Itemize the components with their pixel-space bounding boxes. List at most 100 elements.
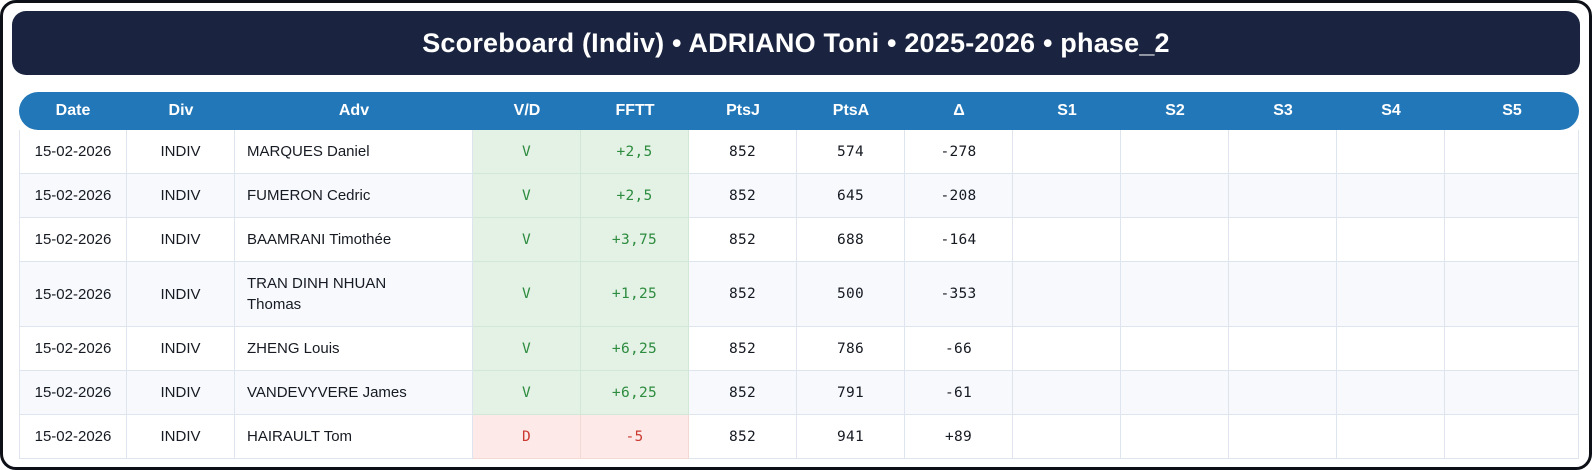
cell-delta: -66 <box>905 327 1013 371</box>
cell-adv: TRAN DINH NHUAN Thomas <box>235 262 473 327</box>
cell-adv: FUMERON Cedric <box>235 174 473 218</box>
cell-s4 <box>1337 174 1445 218</box>
cell-vd: V <box>473 262 581 327</box>
opponent-name: FUMERON Cedric <box>247 187 371 204</box>
table-row: 15-02-2026 INDIV BAAMRANI Timothée V +3,75 85… <box>19 218 1579 262</box>
cell-date: 15-02-2026 <box>19 327 127 371</box>
cell-ptsa: 500 <box>797 262 905 327</box>
cell-s3 <box>1229 174 1337 218</box>
cell-ptsj: 852 <box>689 130 797 174</box>
opponent-name: VANDEVYVERE James <box>247 384 407 401</box>
column-header-s3: S3 <box>1229 92 1337 130</box>
cell-ptsj: 852 <box>689 218 797 262</box>
cell-div: INDIV <box>127 371 235 415</box>
cell-fftt: +2,5 <box>581 174 689 218</box>
cell-s5 <box>1445 371 1579 415</box>
cell-s5 <box>1445 262 1579 327</box>
cell-adv: HAIRAULT Tom <box>235 415 473 459</box>
cell-fftt: +1,25 <box>581 262 689 327</box>
cell-fftt: +6,25 <box>581 327 689 371</box>
opponent-name: HAIRAULT Tom <box>247 428 353 445</box>
cell-s2 <box>1121 415 1229 459</box>
column-header-fftt: FFTT <box>581 92 689 130</box>
cell-s4 <box>1337 371 1445 415</box>
cell-fftt: +2,5 <box>581 130 689 174</box>
table-body: 15-02-2026 INDIV MARQUES Daniel V +2,5 852 574… <box>19 130 1579 459</box>
table-row: 15-02-2026 INDIV ZHENG Louis V +6,25 852 786 -6… <box>19 327 1579 371</box>
cell-ptsj: 852 <box>689 415 797 459</box>
cell-fftt: +3,75 <box>581 218 689 262</box>
cell-s1 <box>1013 262 1121 327</box>
cell-s1 <box>1013 218 1121 262</box>
page-title: Scoreboard (Indiv) • ADRIANO Toni • 2025… <box>422 27 1170 58</box>
cell-date: 15-02-2026 <box>19 415 127 459</box>
cell-ptsa: 786 <box>797 327 905 371</box>
column-header-vd: V/D <box>473 92 581 130</box>
cell-s4 <box>1337 327 1445 371</box>
cell-ptsj: 852 <box>689 371 797 415</box>
cell-s3 <box>1229 262 1337 327</box>
column-header-s1: S1 <box>1013 92 1121 130</box>
column-header-ptsj: PtsJ <box>689 92 797 130</box>
cell-date: 15-02-2026 <box>19 262 127 327</box>
cell-vd: V <box>473 174 581 218</box>
opponent-name: BAAMRANI Timothée <box>247 231 392 248</box>
cell-s4 <box>1337 262 1445 327</box>
cell-delta: -353 <box>905 262 1013 327</box>
cell-div: INDIV <box>127 262 235 327</box>
cell-s1 <box>1013 174 1121 218</box>
cell-div: INDIV <box>127 415 235 459</box>
column-header-delta: Δ <box>905 92 1013 130</box>
cell-ptsj: 852 <box>689 327 797 371</box>
cell-ptsj: 852 <box>689 262 797 327</box>
cell-div: INDIV <box>127 218 235 262</box>
cell-vd: D <box>473 415 581 459</box>
column-header-date: Date <box>19 92 127 130</box>
column-header-div: Div <box>127 92 235 130</box>
cell-fftt: -5 <box>581 415 689 459</box>
table-row: 15-02-2026 INDIV HAIRAULT Tom D -5 852 941 +89 <box>19 415 1579 459</box>
cell-ptsa: 941 <box>797 415 905 459</box>
cell-s5 <box>1445 415 1579 459</box>
cell-s4 <box>1337 130 1445 174</box>
cell-date: 15-02-2026 <box>19 218 127 262</box>
cell-vd: V <box>473 218 581 262</box>
cell-vd: V <box>473 371 581 415</box>
cell-s5 <box>1445 130 1579 174</box>
cell-delta: +89 <box>905 415 1013 459</box>
cell-div: INDIV <box>127 174 235 218</box>
cell-s1 <box>1013 415 1121 459</box>
cell-ptsa: 791 <box>797 371 905 415</box>
table-row: 15-02-2026 INDIV TRAN DINH NHUAN Thomas V +1… <box>19 262 1579 327</box>
cell-s2 <box>1121 130 1229 174</box>
cell-s2 <box>1121 262 1229 327</box>
cell-adv: VANDEVYVERE James <box>235 371 473 415</box>
cell-div: INDIV <box>127 130 235 174</box>
cell-s1 <box>1013 327 1121 371</box>
cell-ptsa: 574 <box>797 130 905 174</box>
cell-vd: V <box>473 130 581 174</box>
cell-s2 <box>1121 371 1229 415</box>
cell-s2 <box>1121 327 1229 371</box>
cell-date: 15-02-2026 <box>19 174 127 218</box>
title-bar: Scoreboard (Indiv) • ADRIANO Toni • 2025… <box>12 11 1580 75</box>
cell-ptsa: 645 <box>797 174 905 218</box>
cell-adv: ZHENG Louis <box>235 327 473 371</box>
table-row: 15-02-2026 INDIV VANDEVYVERE James V +6,25 85… <box>19 371 1579 415</box>
cell-s1 <box>1013 130 1121 174</box>
table-wrap: Date Div Adv V/D FFTT PtsJ PtsA Δ S1 S2 S3 S4 S5 15-… <box>19 92 1579 459</box>
cell-s1 <box>1013 371 1121 415</box>
column-header-s4: S4 <box>1337 92 1445 130</box>
cell-s4 <box>1337 218 1445 262</box>
opponent-name: MARQUES Daniel <box>247 143 370 160</box>
cell-s3 <box>1229 415 1337 459</box>
cell-ptsj: 852 <box>689 174 797 218</box>
cell-delta: -278 <box>905 130 1013 174</box>
cell-div: INDIV <box>127 327 235 371</box>
cell-s3 <box>1229 371 1337 415</box>
table-row: 15-02-2026 INDIV FUMERON Cedric V +2,5 852 645… <box>19 174 1579 218</box>
column-header-s2: S2 <box>1121 92 1229 130</box>
opponent-name: ZHENG Louis <box>247 340 340 357</box>
cell-s4 <box>1337 415 1445 459</box>
cell-vd: V <box>473 327 581 371</box>
